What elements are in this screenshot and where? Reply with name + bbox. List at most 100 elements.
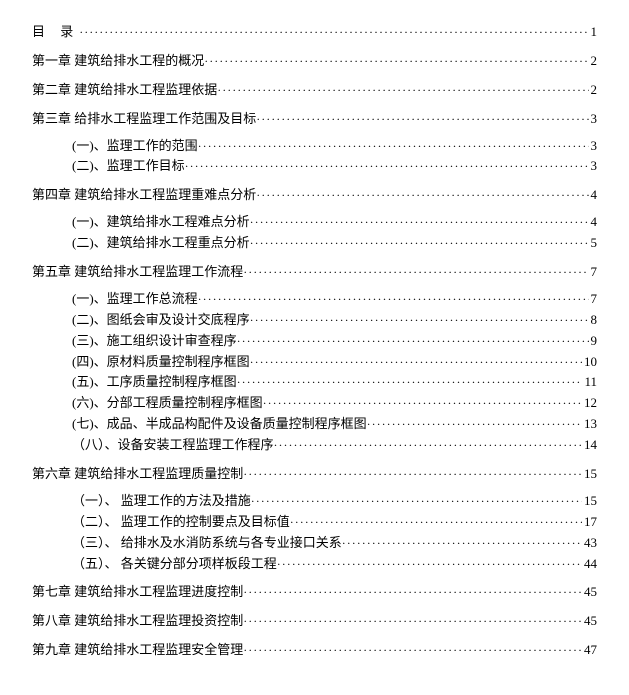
toc-entry-title: (三)、施工组织设计审查程序 xyxy=(72,333,237,350)
toc-page-number: 8 xyxy=(589,312,598,329)
toc-page-number: 15 xyxy=(582,466,597,483)
toc-page-number: 3 xyxy=(589,138,598,155)
toc-entry-title: （三）、 给排水及水消防系统与各专业接口关系 xyxy=(72,535,342,552)
toc-leader-dots: ········································… xyxy=(243,467,582,483)
toc-entry-title: 第五章 建筑给排水工程监理工作流程 xyxy=(32,264,243,281)
toc-entry-title: 第六章 建筑给排水工程监理质量控制 xyxy=(32,466,243,483)
toc-entry-title: (七)、成品、半成品构配件及设备质量控制程序框图 xyxy=(72,416,367,433)
toc-entry-title: （五）、 各关键分部分项样板段工程 xyxy=(72,556,277,573)
toc-chapter-row: 第九章 建筑给排水工程监理安全管理·······················… xyxy=(32,642,597,659)
toc-page-number: 1 xyxy=(589,24,598,41)
toc-chapter-row: 第二章 建筑给排水工程监理依据·························… xyxy=(32,82,597,99)
toc-section-row: （八）、设备安装工程监理工作程序························… xyxy=(72,437,597,454)
toc-section-row: (二)、监理工作目标······························… xyxy=(72,158,597,175)
toc-entry-title: (五)、工序质量控制程序框图 xyxy=(72,374,237,391)
toc-entry-title: (二)、监理工作目标 xyxy=(72,158,185,175)
toc-leader-dots: ········································… xyxy=(198,139,589,155)
toc-leader-dots: ········································… xyxy=(243,585,582,601)
toc-leader-dots: ········································… xyxy=(250,236,589,252)
toc-page-number: 2 xyxy=(589,82,598,99)
toc-section-row: (二)、建筑给排水工程重点分析·························… xyxy=(72,235,597,252)
toc-group: 第二章 建筑给排水工程监理依据·························… xyxy=(32,82,597,99)
toc-section-row: （一）、 监理工作的方法及措施·························… xyxy=(72,493,597,510)
toc-page-number: 11 xyxy=(582,374,597,391)
toc-page-number: 4 xyxy=(589,214,598,231)
toc-page-number: 44 xyxy=(582,556,597,573)
toc-group: 第六章 建筑给排水工程监理质量控制·······················… xyxy=(32,466,597,572)
toc-section-row: (七)、成品、半成品构配件及设备质量控制程序框图················… xyxy=(72,416,597,433)
toc-section-row: (二)、图纸会审及设计交底程序·························… xyxy=(72,312,597,329)
toc-leader-dots: ········································… xyxy=(237,334,589,350)
toc-group: 第八章 建筑给排水工程监理投资控制·······················… xyxy=(32,613,597,630)
toc-leader-dots: ········································… xyxy=(342,536,582,552)
toc-entry-title: 第八章 建筑给排水工程监理投资控制 xyxy=(32,613,243,630)
toc-section-row: (一)、建筑给排水工程难点分析·························… xyxy=(72,214,597,231)
toc-leader-dots: ········································… xyxy=(256,112,588,128)
toc-entry-title: 第三章 给排水工程监理工作范围及目标 xyxy=(32,111,256,128)
toc-leader-dots: ········································… xyxy=(367,417,582,433)
toc-page-number: 10 xyxy=(582,354,597,371)
toc-leader-dots: ········································… xyxy=(251,494,582,510)
toc-chapter-row: 第五章 建筑给排水工程监理工作流程·······················… xyxy=(32,264,597,281)
toc-entry-title: 第四章 建筑给排水工程监理重难点分析 xyxy=(32,187,256,204)
toc-chapter-row: 第三章 给排水工程监理工作范围及目标······················… xyxy=(32,111,597,128)
toc-leader-dots: ········································… xyxy=(274,438,582,454)
toc-entry-title: (一)、建筑给排水工程难点分析 xyxy=(72,214,250,231)
toc-leader-dots: ········································… xyxy=(217,83,588,99)
toc-entry-title: 第二章 建筑给排水工程监理依据 xyxy=(32,82,217,99)
toc-entry-title: （一）、 监理工作的方法及措施 xyxy=(72,493,251,510)
toc-chapter-row: 第一章 建筑给排水工程的概况··························… xyxy=(32,53,597,70)
toc-leader-dots: ········································… xyxy=(250,313,589,329)
toc-entry-title: (六)、分部工程质量控制程序框图 xyxy=(72,395,263,412)
toc-entry-title: （八）、设备安装工程监理工作程序 xyxy=(72,437,274,454)
toc-chapter-row: 目 录·····································… xyxy=(32,24,597,41)
toc-page-number: 9 xyxy=(589,333,598,350)
toc-page-number: 12 xyxy=(582,395,597,412)
toc-chapter-row: 第四章 建筑给排水工程监理重难点分析······················… xyxy=(32,187,597,204)
toc-group: 第九章 建筑给排水工程监理安全管理·······················… xyxy=(32,642,597,659)
toc-entry-title: (一)、监理工作的范围 xyxy=(72,138,198,155)
toc-leader-dots: ········································… xyxy=(277,557,582,573)
toc-entry-title: 第七章 建筑给排水工程监理进度控制 xyxy=(32,584,243,601)
toc-entry-title: 目 录 xyxy=(32,24,79,41)
toc-page-number: 45 xyxy=(582,584,597,601)
toc-leader-dots: ········································… xyxy=(79,25,588,41)
toc-page-number: 3 xyxy=(589,111,598,128)
toc-group: 第一章 建筑给排水工程的概况··························… xyxy=(32,53,597,70)
toc-page-number: 7 xyxy=(589,264,598,281)
toc-section-row: （二）、 监理工作的控制要点及目标值······················… xyxy=(72,514,597,531)
toc-leader-dots: ········································… xyxy=(250,215,589,231)
toc-group: 第三章 给排水工程监理工作范围及目标······················… xyxy=(32,111,597,176)
toc-leader-dots: ········································… xyxy=(185,159,589,175)
toc-entry-title: 第一章 建筑给排水工程的概况 xyxy=(32,53,204,70)
toc-page-number: 14 xyxy=(582,437,597,454)
toc-leader-dots: ········································… xyxy=(243,643,582,659)
toc-section-row: (六)、分部工程质量控制程序框图························… xyxy=(72,395,597,412)
toc-page-number: 2 xyxy=(589,53,598,70)
toc-page-number: 5 xyxy=(589,235,598,252)
toc-leader-dots: ········································… xyxy=(250,355,582,371)
toc-page-number: 43 xyxy=(582,535,597,552)
toc-page-number: 17 xyxy=(582,514,597,531)
toc-leader-dots: ········································… xyxy=(256,188,588,204)
toc-group: 第五章 建筑给排水工程监理工作流程·······················… xyxy=(32,264,597,454)
toc-chapter-row: 第八章 建筑给排水工程监理投资控制·······················… xyxy=(32,613,597,630)
toc-section-row: (五)、工序质量控制程序框图··························… xyxy=(72,374,597,391)
toc-group: 第七章 建筑给排水工程监理进度控制·······················… xyxy=(32,584,597,601)
toc-group: 目 录·····································… xyxy=(32,24,597,41)
toc-group: 第四章 建筑给排水工程监理重难点分析······················… xyxy=(32,187,597,252)
toc-page-number: 47 xyxy=(582,642,597,659)
toc-leader-dots: ········································… xyxy=(263,396,582,412)
toc-section-row: （五）、 各关键分部分项样板段工程·······················… xyxy=(72,556,597,573)
toc-leader-dots: ········································… xyxy=(243,265,588,281)
toc-section-row: (一)、监理工作总流程·····························… xyxy=(72,291,597,308)
toc-entry-title: (四)、原材料质量控制程序框图 xyxy=(72,354,250,371)
toc-page-number: 3 xyxy=(589,158,598,175)
toc-leader-dots: ········································… xyxy=(290,515,582,531)
toc-entry-title: 第九章 建筑给排水工程监理安全管理 xyxy=(32,642,243,659)
toc-leader-dots: ········································… xyxy=(198,292,589,308)
toc-page-number: 13 xyxy=(582,416,597,433)
table-of-contents: 目 录·····································… xyxy=(32,24,597,659)
toc-leader-dots: ········································… xyxy=(237,375,583,391)
toc-chapter-row: 第六章 建筑给排水工程监理质量控制·······················… xyxy=(32,466,597,483)
